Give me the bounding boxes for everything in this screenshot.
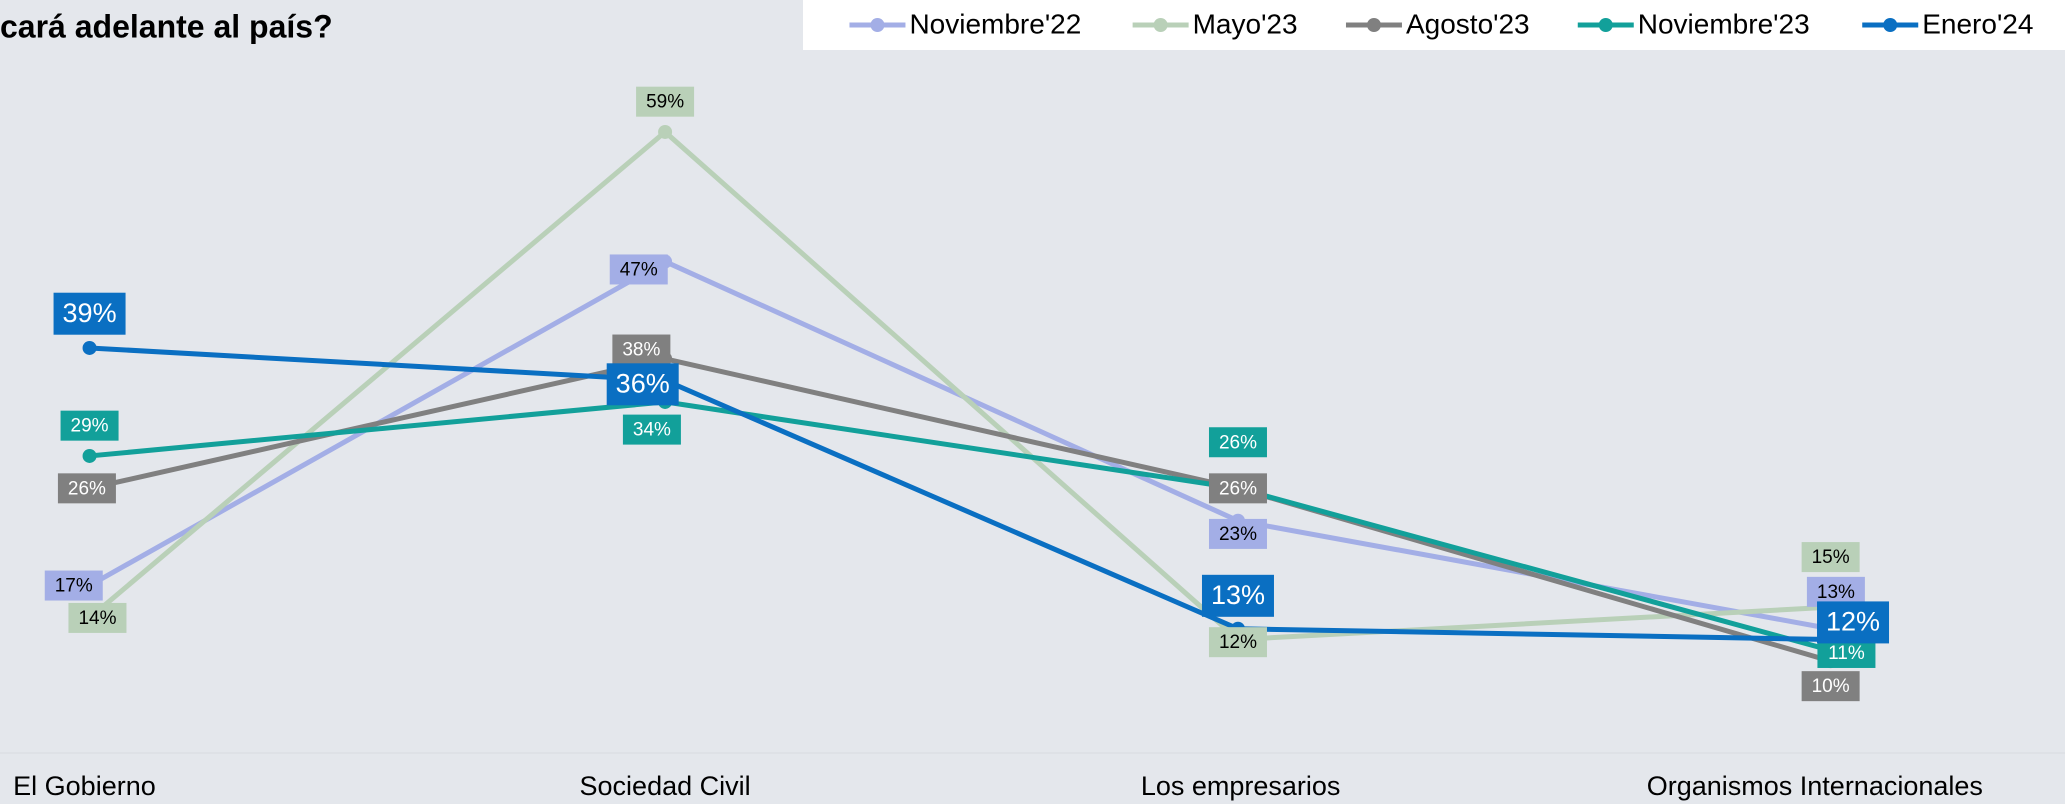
x-tick-label: Los empresarios xyxy=(1141,771,1341,801)
label-box xyxy=(60,410,119,441)
data-label: 11% xyxy=(1828,643,1865,664)
data-label: 47% xyxy=(620,259,658,280)
data-label: 13% xyxy=(1211,580,1265,610)
label-box xyxy=(1201,574,1274,617)
point xyxy=(658,124,673,139)
legend-label: Mayo'23 xyxy=(1193,8,1298,39)
x-tick-label: El Gobierno xyxy=(13,771,156,801)
chart-title: cará adelante al país? xyxy=(0,8,333,44)
label-box xyxy=(57,473,116,504)
data-label: 23% xyxy=(1219,524,1257,545)
x-tick-label: Sociedad Civil xyxy=(580,771,751,801)
data-label: 17% xyxy=(55,576,93,597)
data-label: 10% xyxy=(1812,676,1850,697)
data-label: 26% xyxy=(68,478,106,499)
label-box xyxy=(44,570,103,601)
label-box xyxy=(606,363,679,406)
legend-marker xyxy=(1598,18,1613,32)
label-box xyxy=(1208,473,1267,504)
label-box xyxy=(1208,518,1267,549)
series-line xyxy=(89,356,1832,664)
data-label: 15% xyxy=(1812,547,1850,568)
legend-label: Enero'24 xyxy=(1922,8,2033,39)
label-box xyxy=(1208,627,1267,658)
label-box xyxy=(1801,671,1860,702)
label-box xyxy=(1208,427,1267,458)
legend-marker xyxy=(870,18,885,32)
data-label: 26% xyxy=(1219,478,1257,499)
legend-box xyxy=(803,0,2065,50)
data-label: 59% xyxy=(646,92,684,113)
label-box xyxy=(622,414,681,445)
data-label: 29% xyxy=(71,416,109,437)
label-box xyxy=(1817,601,1890,644)
point xyxy=(82,340,97,355)
legend-marker xyxy=(1883,18,1898,32)
legend-label: Noviembre'23 xyxy=(1638,8,1810,39)
series-line xyxy=(87,128,1831,643)
legend-marker xyxy=(1153,18,1168,32)
x-tick-label: Organismos Internacionales xyxy=(1647,771,1983,801)
data-label: 38% xyxy=(622,340,660,361)
label-box xyxy=(612,334,671,365)
point xyxy=(82,448,97,463)
label-box xyxy=(1801,542,1860,573)
legend-label: Agosto'23 xyxy=(1406,8,1530,39)
data-label: 13% xyxy=(1817,582,1855,603)
data-label: 12% xyxy=(1826,607,1880,637)
legend-label: Noviembre'22 xyxy=(909,8,1081,39)
series-line xyxy=(89,399,1832,653)
data-label: 26% xyxy=(1219,432,1257,453)
label-box xyxy=(636,86,695,117)
data-label: 12% xyxy=(1219,632,1257,653)
data-label: 14% xyxy=(78,608,116,629)
data-label: 36% xyxy=(616,368,670,398)
data-label: 39% xyxy=(63,298,117,328)
label-box xyxy=(609,254,668,285)
label-box xyxy=(68,602,127,633)
legend-marker xyxy=(1366,18,1381,32)
series-line xyxy=(89,345,1831,643)
data-label: 34% xyxy=(633,420,671,441)
label-box xyxy=(53,292,126,335)
